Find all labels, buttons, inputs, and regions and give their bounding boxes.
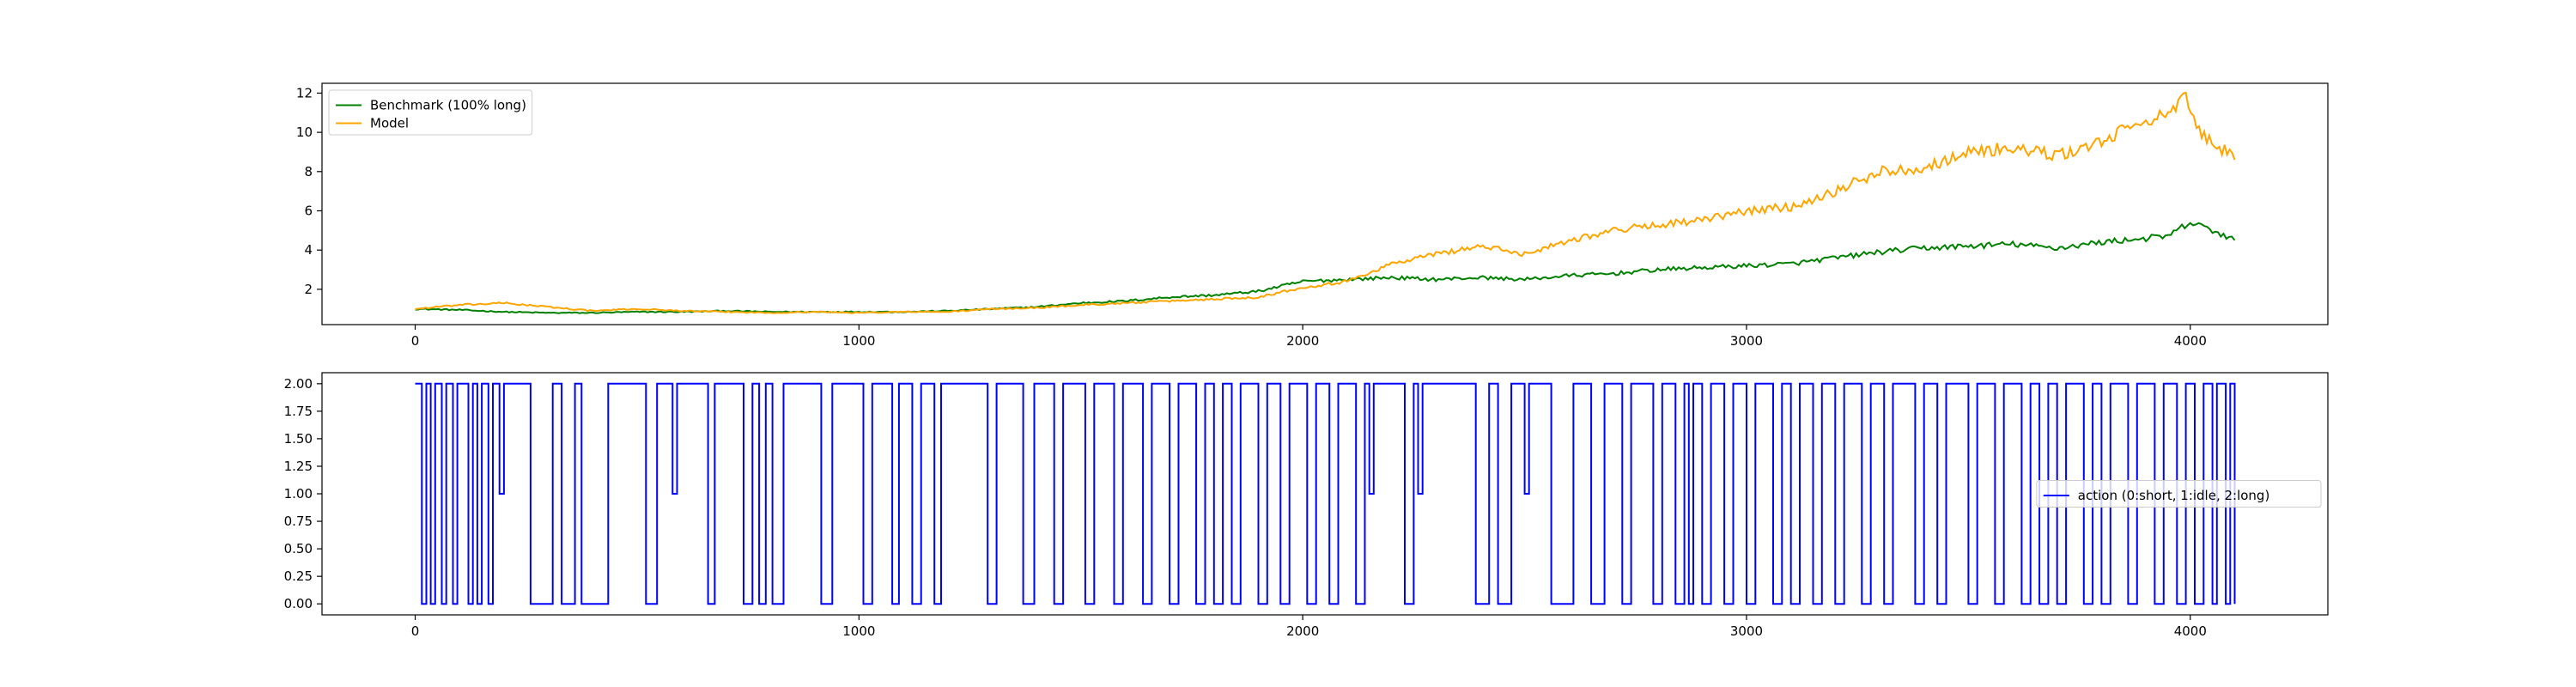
y-tick-label: 2.00 bbox=[284, 376, 313, 392]
x-tick-label: 4000 bbox=[2174, 623, 2207, 639]
y-tick-label: 4 bbox=[304, 242, 313, 258]
legend-label: Benchmark (100% long) bbox=[370, 98, 526, 113]
series-line-0 bbox=[415, 382, 2236, 605]
legend: action (0:short, 1:idle, 2:long) bbox=[2036, 480, 2322, 508]
top-chart-panel: 0 1000 2000 3000 4000 2 4 6 8 10 12 Benchmark (100%… bbox=[296, 82, 2329, 349]
x-tick-label: 1000 bbox=[842, 333, 875, 349]
y-tick-label: 1.25 bbox=[284, 459, 313, 474]
x-tick-label: 4000 bbox=[2174, 333, 2207, 349]
y-tick-label: 2 bbox=[304, 282, 313, 297]
y-tick-label: 12 bbox=[296, 85, 313, 100]
y-tick-label: 1.75 bbox=[284, 404, 313, 419]
x-tick-label: 2000 bbox=[1286, 333, 1319, 349]
y-tick-label: 8 bbox=[304, 164, 313, 179]
legend: Benchmark (100% long) Model bbox=[328, 89, 533, 136]
axes-frame bbox=[321, 82, 2329, 325]
legend-label: action (0:short, 1:idle, 2:long) bbox=[2078, 488, 2270, 503]
bottom-chart-panel: 0 1000 2000 3000 4000 0.00 0.25 0.50 0.75 1.00 1.2… bbox=[284, 372, 2329, 639]
y-tick-label: 1.50 bbox=[284, 431, 313, 447]
y-tick-label: 6 bbox=[304, 203, 313, 218]
x-tick-label: 1000 bbox=[842, 623, 875, 639]
x-tick-label: 2000 bbox=[1286, 623, 1319, 639]
legend-box bbox=[328, 89, 533, 136]
x-tick-label: 0 bbox=[411, 623, 420, 639]
y-tick-label: 0.00 bbox=[284, 596, 313, 611]
x-tick-label: 0 bbox=[411, 333, 420, 349]
series-line-1 bbox=[415, 91, 2236, 314]
y-tick-label: 0.75 bbox=[284, 514, 313, 529]
series-line-0 bbox=[415, 222, 2236, 314]
x-tick-label: 3000 bbox=[1730, 333, 1763, 349]
y-tick-label: 1.00 bbox=[284, 486, 313, 502]
y-tick-label: 0.50 bbox=[284, 541, 313, 556]
legend-box bbox=[2036, 480, 2322, 508]
y-tick-label: 0.25 bbox=[284, 568, 313, 584]
y-tick-label: 10 bbox=[296, 125, 313, 140]
legend-label: Model bbox=[370, 116, 409, 131]
x-tick-label: 3000 bbox=[1730, 623, 1763, 639]
